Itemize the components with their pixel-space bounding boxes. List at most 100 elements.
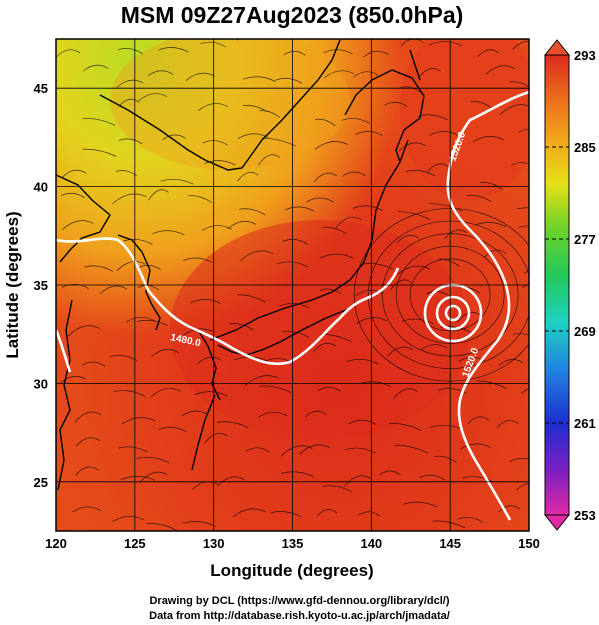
streamline — [284, 206, 315, 212]
colorbar-label: 261 — [574, 416, 596, 431]
streamline — [498, 505, 521, 513]
streamline — [60, 192, 86, 199]
streamline — [516, 483, 529, 491]
streamline — [114, 390, 145, 397]
colorbar-label: 285 — [574, 140, 596, 155]
streamline — [379, 470, 401, 476]
streamline — [383, 101, 408, 107]
streamline — [359, 381, 391, 387]
streamline — [429, 131, 459, 136]
streamline — [341, 171, 366, 177]
streamline — [270, 511, 302, 518]
coastlines — [56, 39, 425, 491]
streamline — [444, 229, 468, 240]
streamline — [517, 207, 529, 210]
streamline — [115, 79, 144, 89]
colorbar-scale — [544, 54, 570, 516]
streamline — [420, 344, 448, 351]
streamline — [355, 131, 383, 136]
streamline — [121, 417, 156, 425]
streamline — [243, 76, 276, 82]
streamline — [150, 387, 181, 398]
colorbar-label: 277 — [574, 232, 596, 247]
streamline — [67, 325, 100, 337]
streamline — [335, 216, 362, 228]
streamline — [299, 444, 331, 455]
streamline — [358, 511, 380, 517]
streamline — [227, 221, 257, 230]
streamline — [237, 171, 259, 182]
streamline — [137, 264, 161, 270]
streamline — [112, 516, 145, 522]
streamline — [59, 375, 86, 385]
streamline — [183, 257, 213, 263]
streamline — [345, 359, 379, 365]
y-tick-label: 35 — [34, 278, 48, 293]
streamline — [84, 265, 114, 272]
streamline — [427, 163, 450, 172]
streamline — [426, 291, 450, 297]
streamline — [476, 380, 507, 389]
streamline — [316, 509, 338, 517]
streamline — [245, 447, 270, 453]
streamline — [183, 328, 216, 336]
streamline — [160, 178, 194, 185]
streamline — [82, 148, 117, 157]
streamline — [437, 388, 467, 394]
heatmap-field — [56, 39, 529, 531]
streamline — [278, 303, 310, 309]
streamline — [428, 41, 463, 47]
streamline — [162, 134, 186, 141]
streamline — [344, 447, 376, 454]
streamline — [405, 170, 436, 177]
streamline — [204, 160, 236, 166]
streamline — [217, 421, 249, 429]
streamline — [56, 49, 81, 58]
streamline — [315, 118, 336, 127]
streamline — [499, 104, 529, 116]
streamline — [521, 283, 529, 289]
streamline — [498, 359, 523, 367]
streamline — [196, 356, 222, 365]
streamline — [509, 81, 529, 88]
streamline — [403, 501, 438, 508]
streamline — [509, 457, 529, 463]
streamline — [319, 253, 354, 259]
streamline — [239, 208, 266, 216]
streamline — [120, 475, 156, 481]
streamline — [185, 72, 215, 81]
streamline — [274, 78, 303, 84]
streamline — [466, 194, 492, 202]
streamline — [232, 508, 266, 518]
streamline — [463, 476, 494, 483]
streamline — [474, 222, 507, 228]
x-tick-label: 125 — [124, 536, 146, 551]
streamline — [61, 284, 89, 289]
x-tick-label: 135 — [282, 536, 304, 551]
colorbar-bottom-arrow — [543, 514, 571, 531]
streamline — [394, 444, 429, 454]
streamline — [472, 136, 504, 143]
streamline — [217, 476, 245, 486]
streamline — [259, 110, 280, 118]
credit-line-1: Drawing by DCL (https://www.gfd-dennou.o… — [149, 595, 450, 607]
colorbar-label: 269 — [574, 324, 596, 339]
streamline — [200, 41, 226, 48]
x-axis-label: Longitude (degrees) — [210, 561, 373, 580]
streamline — [258, 154, 280, 166]
x-tick-label: 145 — [439, 536, 461, 551]
streamline — [202, 225, 232, 231]
streamline — [158, 426, 187, 433]
streamline — [390, 279, 412, 290]
streamline — [181, 410, 209, 417]
y-tick-label: 45 — [34, 81, 48, 96]
x-tick-label: 120 — [45, 536, 67, 551]
colorbar-label: 293 — [574, 48, 596, 63]
streamline — [158, 47, 189, 53]
streamline — [363, 50, 389, 58]
y-tick-label: 25 — [34, 475, 48, 490]
streamline — [352, 205, 383, 211]
streamline — [477, 49, 499, 57]
grid — [56, 39, 529, 531]
streamline — [116, 261, 146, 271]
